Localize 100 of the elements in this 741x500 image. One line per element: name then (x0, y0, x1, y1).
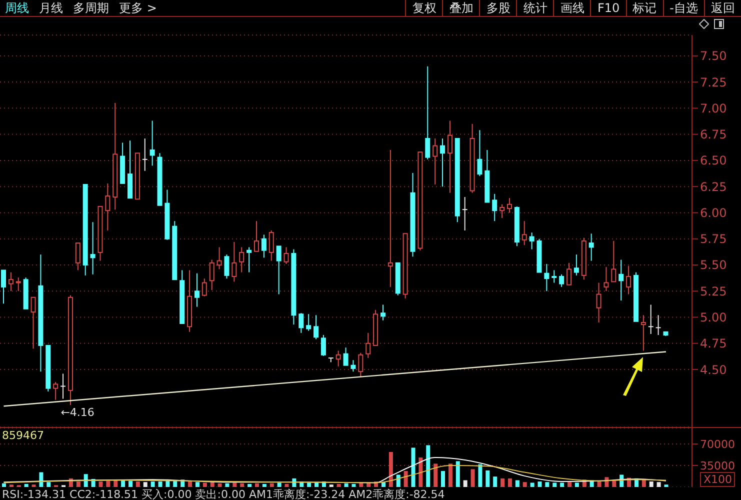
bar (218, 483, 222, 487)
text: -自选 (662, 0, 704, 16)
candlestick (90, 222, 96, 275)
bar (188, 481, 192, 487)
bar (500, 478, 505, 487)
y-tick-label: 6.50 (700, 154, 727, 168)
bar (649, 481, 654, 487)
bar (552, 482, 557, 487)
y-tick-label: 7.50 (700, 49, 727, 64)
bar (232, 482, 237, 487)
y-tick-label: 35000 (700, 459, 735, 472)
annotation: 859467 (2, 429, 44, 442)
bar (336, 484, 341, 487)
candlestick (588, 233, 594, 262)
candlestick (618, 259, 624, 302)
bar (210, 482, 214, 487)
y-tick-label: 7.00 (700, 101, 727, 116)
bar (240, 483, 244, 487)
candlestick (626, 266, 632, 295)
candlestick (440, 138, 446, 188)
bar (2, 483, 6, 487)
bar (426, 445, 430, 487)
y-tick-label: 5.25 (700, 284, 727, 298)
candlestick (380, 304, 386, 321)
bar (352, 484, 356, 487)
y-tick-label: 6.00 (700, 206, 727, 220)
bar (76, 481, 80, 487)
bar (344, 483, 348, 487)
bar (254, 483, 259, 487)
candlestick (432, 138, 438, 185)
candlestick (640, 314, 646, 352)
bar (560, 482, 564, 487)
annotation: ←4.16 (60, 406, 94, 420)
bar (143, 482, 148, 487)
bar (612, 480, 616, 487)
bar (656, 482, 661, 487)
text: 画线 (553, 0, 590, 16)
y-tick-label: 6.75 (700, 128, 727, 142)
candlestick (112, 102, 118, 210)
text: 多股 (479, 0, 516, 16)
bar (202, 482, 207, 487)
y-tick-label: 5.75 (700, 232, 727, 246)
text: RSI:-134.31 CC2:-118.51 买入:0.00 卖出:0.00 AM1乖离度:-23.24 AM2乖离度:-82.54 (2, 488, 445, 500)
candlestick (105, 182, 110, 231)
bar (508, 478, 512, 487)
bar (262, 484, 266, 487)
candlestick (261, 234, 266, 258)
bar (441, 471, 446, 487)
candlestick (194, 272, 200, 308)
bar (98, 481, 103, 487)
candlestick (150, 120, 155, 166)
bar (568, 482, 572, 487)
y-tick-label: 5.00 (700, 310, 727, 324)
bar (128, 480, 132, 487)
y-tick-label: 4.75 (700, 336, 727, 351)
candlestick (60, 373, 66, 400)
bar (195, 482, 200, 487)
bar (463, 480, 468, 487)
candlestick (239, 246, 244, 273)
candlestick (388, 149, 393, 288)
bar (404, 471, 408, 487)
text: F10 (590, 0, 626, 16)
bar (597, 481, 602, 487)
bar (522, 482, 527, 487)
candlestick (246, 246, 252, 273)
bar (493, 476, 498, 487)
bar (574, 482, 579, 487)
candlestick (544, 263, 550, 292)
text: 统计 (516, 0, 554, 16)
y-axis-title: X100 (700, 472, 735, 487)
bar (486, 470, 490, 487)
bar (277, 482, 282, 487)
bar (106, 480, 110, 487)
text: 更多 > (118, 0, 158, 16)
bar (456, 461, 460, 487)
bar (418, 458, 423, 487)
candlestick (596, 282, 602, 323)
bar (530, 482, 534, 487)
bar (388, 452, 393, 487)
bar (158, 481, 162, 487)
y-tick-label: 4.50 (700, 362, 727, 377)
bar (150, 481, 155, 487)
candlestick (655, 314, 662, 336)
candlestick (209, 259, 214, 291)
candlestick (336, 350, 341, 367)
text: 返回 (704, 0, 741, 16)
bar (470, 469, 475, 487)
text: 周线 (4, 0, 30, 16)
bar (515, 480, 520, 487)
y-tick-label: 7.25 (700, 75, 727, 90)
text: 月线 (38, 0, 64, 16)
text: 多周期 (72, 0, 110, 16)
y-tick-label: 6.25 (700, 180, 727, 194)
bar (270, 483, 274, 487)
bar (46, 482, 51, 487)
bar (434, 464, 438, 487)
text: 标记 (626, 0, 663, 16)
text: 复权 (405, 0, 442, 16)
y-tick-label: 70000 (700, 438, 735, 451)
bar (411, 448, 416, 487)
